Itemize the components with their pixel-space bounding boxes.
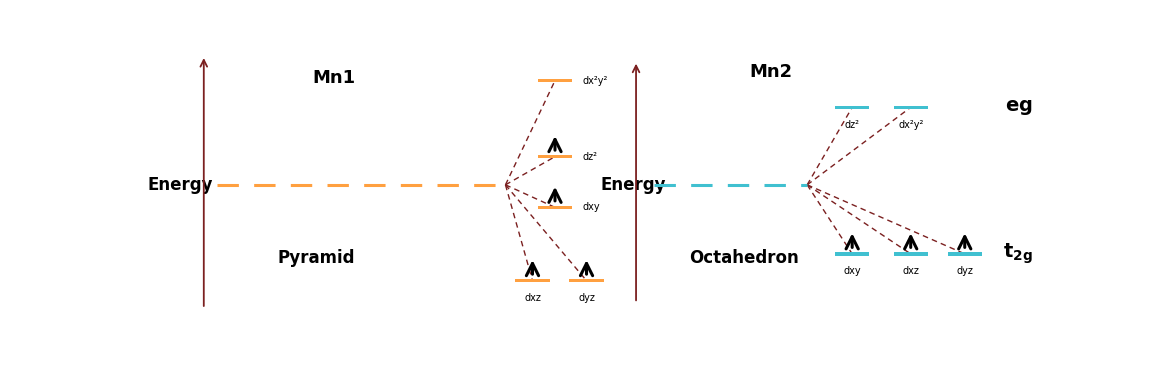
Bar (894, 106, 927, 109)
Bar (538, 155, 572, 158)
Bar (835, 252, 869, 255)
Bar (835, 106, 869, 109)
Text: dxy: dxy (844, 266, 861, 276)
Text: Octahedron: Octahedron (689, 249, 799, 267)
Text: Pyramid: Pyramid (278, 249, 356, 267)
Text: $\mathbf{eg}$: $\mathbf{eg}$ (1005, 98, 1032, 117)
Text: $\mathbf{t_{2g}}$: $\mathbf{t_{2g}}$ (1003, 242, 1032, 266)
Text: Mn1: Mn1 (313, 69, 356, 87)
Text: dx²y²: dx²y² (583, 75, 608, 86)
Text: dxy: dxy (583, 202, 601, 212)
Text: Energy: Energy (148, 176, 213, 194)
Bar (894, 252, 927, 255)
Bar (516, 279, 550, 282)
Text: dyz: dyz (578, 293, 595, 303)
Text: dx²y²: dx²y² (898, 120, 924, 130)
Text: dxz: dxz (902, 266, 919, 276)
Text: dz²: dz² (583, 152, 598, 162)
Bar (538, 206, 572, 209)
Text: dyz: dyz (956, 266, 974, 276)
Bar (538, 79, 572, 82)
Text: Energy: Energy (600, 176, 666, 194)
Bar (569, 279, 603, 282)
Text: dxz: dxz (524, 293, 541, 303)
Text: dz²: dz² (845, 120, 860, 130)
Bar (948, 252, 982, 255)
Text: Mn2: Mn2 (749, 63, 792, 81)
